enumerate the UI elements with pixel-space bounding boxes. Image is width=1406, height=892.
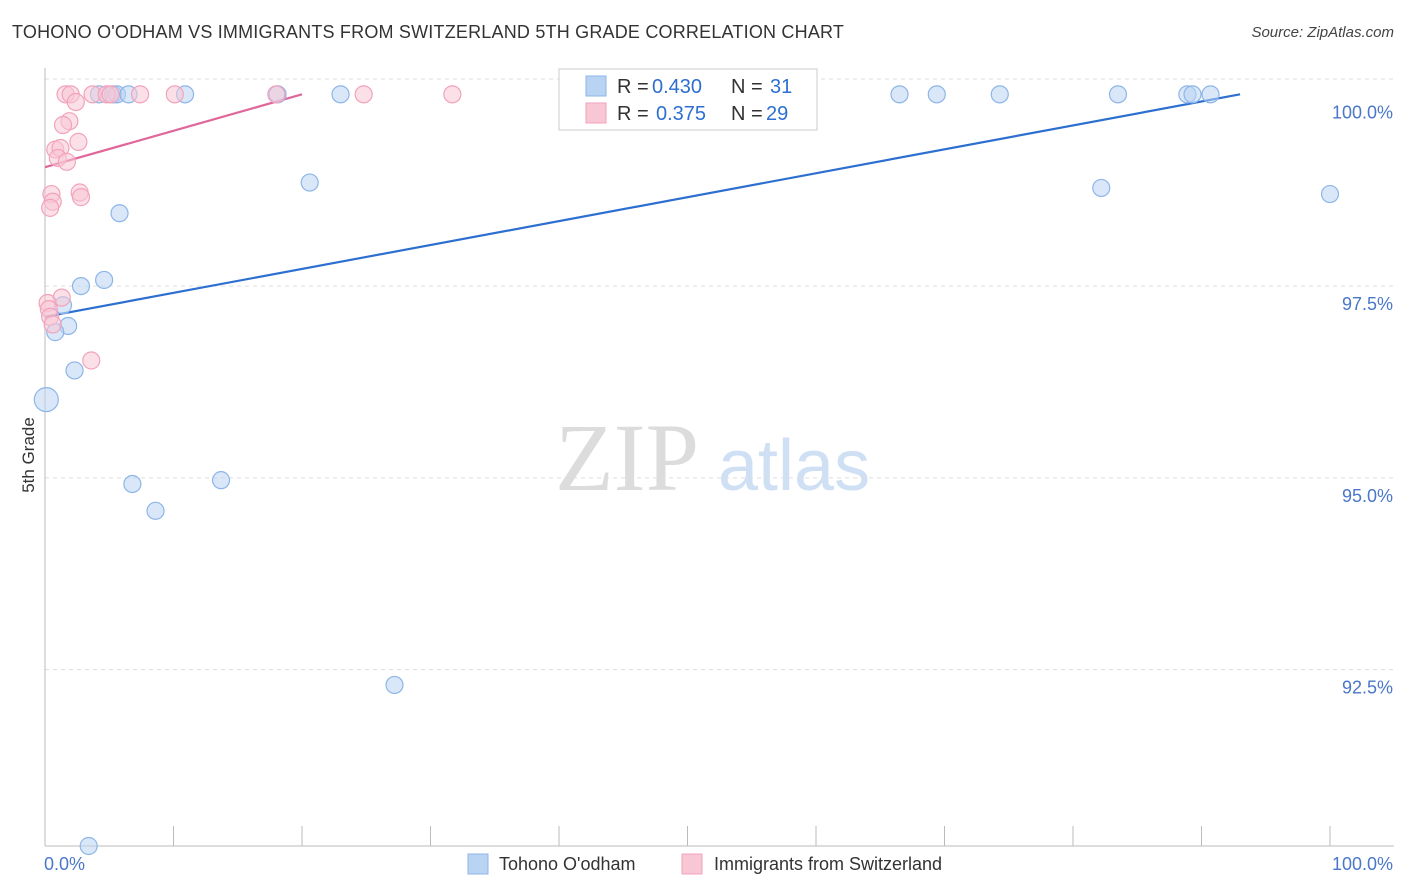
trend-line-switzerland [44,93,303,169]
source-label: Source: ZipAtlas.com [1251,24,1394,41]
legend-r-label-2: R = [617,103,649,125]
point-tohono [33,387,59,413]
y-tick-label: 95.0% [1342,486,1393,506]
point-tohono [385,675,404,695]
watermark-zip: ZIP [555,404,699,511]
y-tick-label: 92.5% [1342,678,1393,698]
point-tohono [1183,85,1202,104]
trend-lines [44,93,1241,318]
legend-r-value-2: 0.375 [656,103,706,125]
trend-line-tohono [44,93,1241,318]
point-tohono [990,85,1009,104]
point-switzerland [443,85,462,104]
legend-r-label-1: R = [617,76,649,98]
correlation-legend: R = 0.430 N = 31 R = 0.375 N = 29 [558,68,818,131]
series-label-tohono: Tohono O'odham [499,854,636,874]
series-legend: Tohono O'odham Immigrants from Switzerla… [467,853,942,875]
point-tohono [927,85,946,104]
legend-n-label-1: N = [731,76,763,98]
x-ticks [44,826,1331,846]
watermark: ZIP atlas [555,404,870,511]
y-tick-label: 100.0% [1332,102,1393,122]
point-tohono [1320,184,1340,204]
point-switzerland [43,315,62,334]
legend-swatch-pink [585,102,607,124]
point-switzerland [82,351,101,370]
point-switzerland [165,85,184,104]
point-tohono [300,173,319,192]
point-tohono [95,270,114,290]
point-switzerland [53,115,73,135]
point-tohono [146,501,165,520]
point-tohono [71,276,91,296]
legend-n-value-1: 31 [770,76,792,98]
series-label-switzerland: Immigrants from Switzerland [714,854,942,874]
data-points [33,85,1340,856]
point-tohono [890,85,909,104]
y-tick-label: 97.5% [1342,294,1393,314]
point-switzerland [267,85,286,104]
point-tohono [1092,178,1111,198]
x-tick-label: 0.0% [44,854,85,874]
point-switzerland [101,85,120,104]
point-tohono [331,85,350,104]
point-tohono [79,836,98,856]
point-switzerland [354,85,373,104]
point-tohono [211,471,231,490]
legend-n-value-2: 29 [766,103,788,125]
gridlines [45,78,1394,671]
point-tohono [123,474,142,494]
point-switzerland [66,92,85,112]
chart-title: TOHONO O'ODHAM VS IMMIGRANTS FROM SWITZE… [12,22,845,42]
point-tohono [1201,85,1220,104]
point-switzerland [69,132,88,151]
point-tohono [65,361,84,380]
legend-swatch-blue [585,75,607,97]
point-switzerland [71,188,91,207]
point-switzerland [41,198,60,217]
point-tohono [110,204,129,223]
x-tick-labels: 0.0% 100.0% [44,854,1393,874]
point-tohono [1108,85,1128,104]
y-tick-labels: 100.0% 97.5% 95.0% 92.5% [1332,102,1393,697]
x-tick-label: 100.0% [1332,854,1393,874]
point-switzerland [57,152,76,171]
series-swatch-switzerland [681,853,703,875]
series-swatch-tohono [467,853,489,875]
legend-r-value-1: 0.430 [652,76,702,98]
point-switzerland [130,85,150,104]
watermark-atlas: atlas [718,426,870,506]
y-axis-label: 5th Grade [19,417,38,493]
legend-n-label-2: N = [731,103,763,125]
